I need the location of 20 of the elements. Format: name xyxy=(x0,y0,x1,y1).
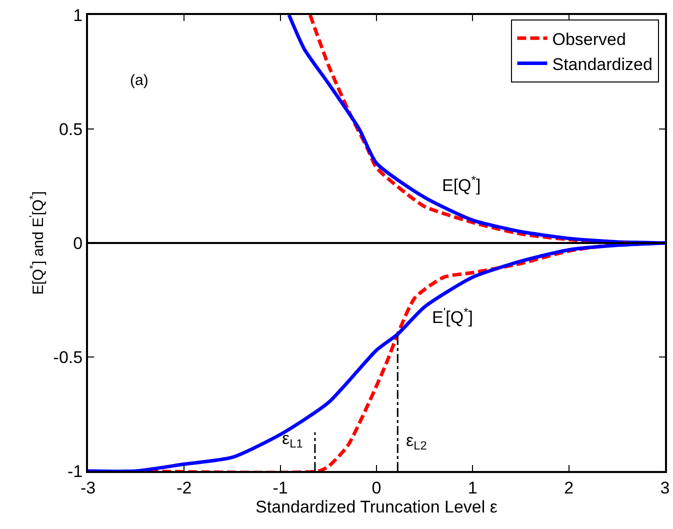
x-tick-label: -1 xyxy=(272,478,288,498)
x-tick-label: 0 xyxy=(372,478,382,498)
annotation: ε$_{L2}$ xyxy=(406,431,428,453)
x-tick-label: -3 xyxy=(80,478,96,498)
annotation: ε$_{L1}$ xyxy=(282,429,304,451)
y-tick-label: -0.5 xyxy=(53,348,83,367)
annotation: E[Q$^{*}$] xyxy=(442,173,481,196)
x-axis-title: Standardized Truncation Level ε xyxy=(256,497,498,516)
annotation: (a) xyxy=(130,72,148,89)
y-tick-label: -1 xyxy=(67,462,83,481)
annotation: E$^{'}$[Q$^{*}$] xyxy=(432,305,473,328)
x-tick-label: 3 xyxy=(660,478,670,498)
legend-label: Observed xyxy=(552,30,626,49)
y-tick-label: 1 xyxy=(73,6,83,25)
x-tick-label: -2 xyxy=(176,478,192,498)
x-tick-label: 2 xyxy=(564,478,574,498)
x-tick-label: 1 xyxy=(468,478,478,498)
y-tick-label: 0.5 xyxy=(58,120,83,139)
legend-label: Standardized xyxy=(552,54,652,74)
y-tick-label: 0 xyxy=(73,234,83,253)
